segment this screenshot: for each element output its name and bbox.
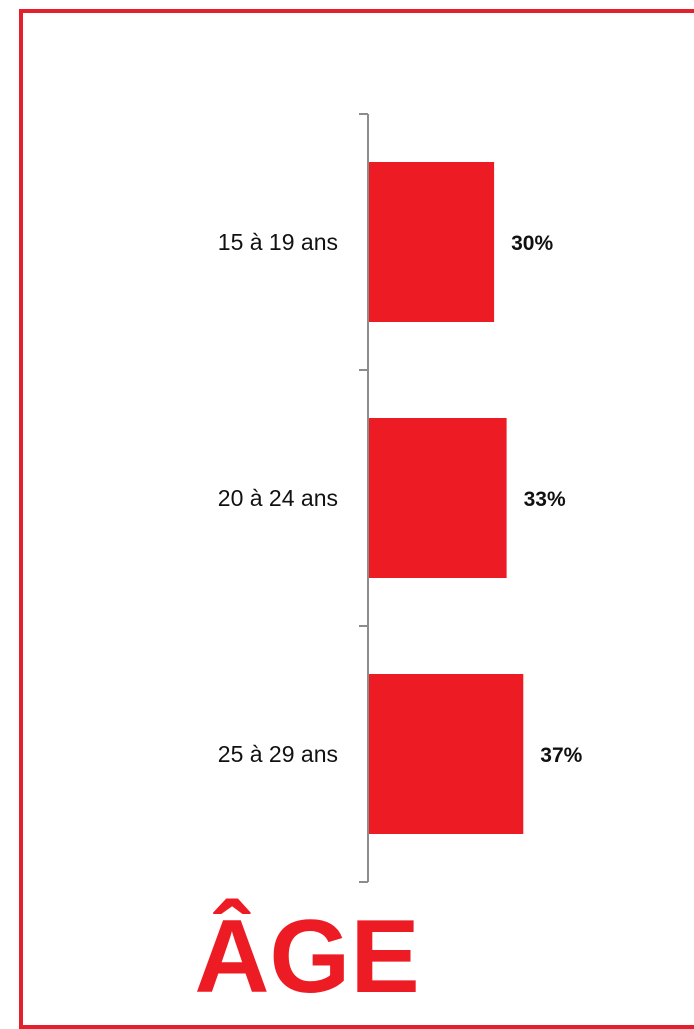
category-axis bbox=[359, 113, 369, 883]
category-label: 25 à 29 ans bbox=[218, 741, 338, 767]
bars-group bbox=[369, 162, 524, 834]
bar bbox=[369, 674, 524, 834]
value-label: 30% bbox=[511, 232, 553, 255]
labels-group: 15 à 19 ans 30% 20 à 24 ans 33% 25 à 29 ans 3… bbox=[218, 229, 583, 767]
bar bbox=[369, 418, 507, 578]
category-label: 20 à 24 ans bbox=[218, 485, 338, 511]
chart-title: ÂGE bbox=[194, 899, 420, 1015]
bar bbox=[369, 162, 495, 322]
bar-chart: 15 à 19 ans 30% 20 à 24 ans 33% 25 à 29 ans 3… bbox=[218, 113, 583, 883]
category-label: 15 à 19 ans bbox=[218, 229, 338, 255]
value-label: 37% bbox=[540, 744, 582, 767]
value-label: 33% bbox=[524, 488, 566, 511]
